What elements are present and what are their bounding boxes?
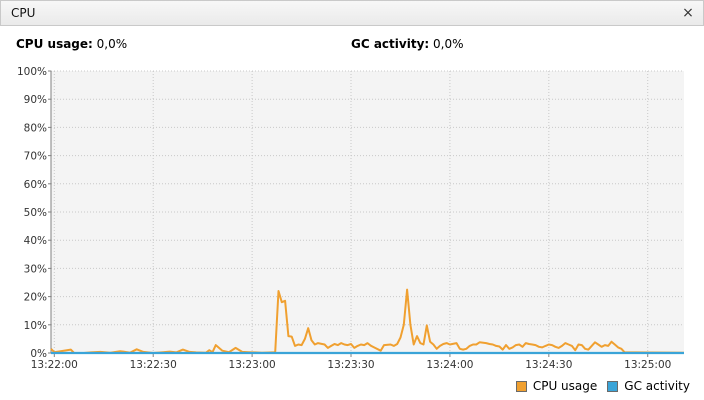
gc-activity-value: 0,0% <box>433 37 464 51</box>
series-line-cpu-usage <box>50 288 685 354</box>
x-tick-label: 13:23:00 <box>229 359 276 370</box>
legend-swatch-gc-activity <box>607 380 619 392</box>
legend-item-gc-activity: GC activity <box>607 379 690 393</box>
panel-title: CPU <box>11 6 36 20</box>
legend-item-cpu-usage: CPU usage <box>515 379 598 393</box>
x-tick-label: 13:24:00 <box>426 359 473 370</box>
y-tick-label: 60% <box>24 179 47 191</box>
y-tick-label: 10% <box>24 320 47 332</box>
y-tick-label: 50% <box>24 207 47 219</box>
cpu-chart: 0% 10% 20% 30% 40% 50% 60% 70% 80% 90% 100% 13:22:0… <box>17 66 685 370</box>
x-tick-label: 13:24:30 <box>525 359 572 370</box>
legend-swatch-cpu-usage <box>515 380 527 392</box>
y-tick-label: 20% <box>24 292 47 304</box>
cpu-usage-label: CPU usage: <box>16 37 93 51</box>
plot-area <box>51 71 684 353</box>
y-tick-label: 90% <box>24 94 47 106</box>
y-tick-label: 70% <box>24 151 47 163</box>
chart-legend: CPU usage GC activity <box>506 379 690 393</box>
cpu-usage-value: 0,0% <box>96 37 128 51</box>
x-tick-label: 13:23:30 <box>327 359 374 370</box>
y-tick-label: 0% <box>30 348 47 360</box>
x-tick-label: 13:22:00 <box>31 359 78 370</box>
close-icon[interactable]: × <box>682 5 694 21</box>
gc-activity-label: GC activity: <box>351 37 430 51</box>
x-tick-label: 13:22:30 <box>130 359 177 370</box>
panel-header: CPU × <box>0 0 704 26</box>
cpu-usage-stat: CPU usage: 0,0% <box>16 37 127 51</box>
legend-label-gc-activity: GC activity <box>624 379 690 393</box>
y-tick-label: 100% <box>17 66 47 78</box>
y-tick-label: 80% <box>24 122 47 134</box>
x-tick-label: 13:25:00 <box>624 359 671 370</box>
gc-activity-stat: GC activity: 0,0% <box>351 37 464 51</box>
legend-label-cpu-usage: CPU usage <box>532 379 598 393</box>
y-tick-label: 30% <box>24 263 47 275</box>
y-tick-label: 40% <box>24 235 47 247</box>
